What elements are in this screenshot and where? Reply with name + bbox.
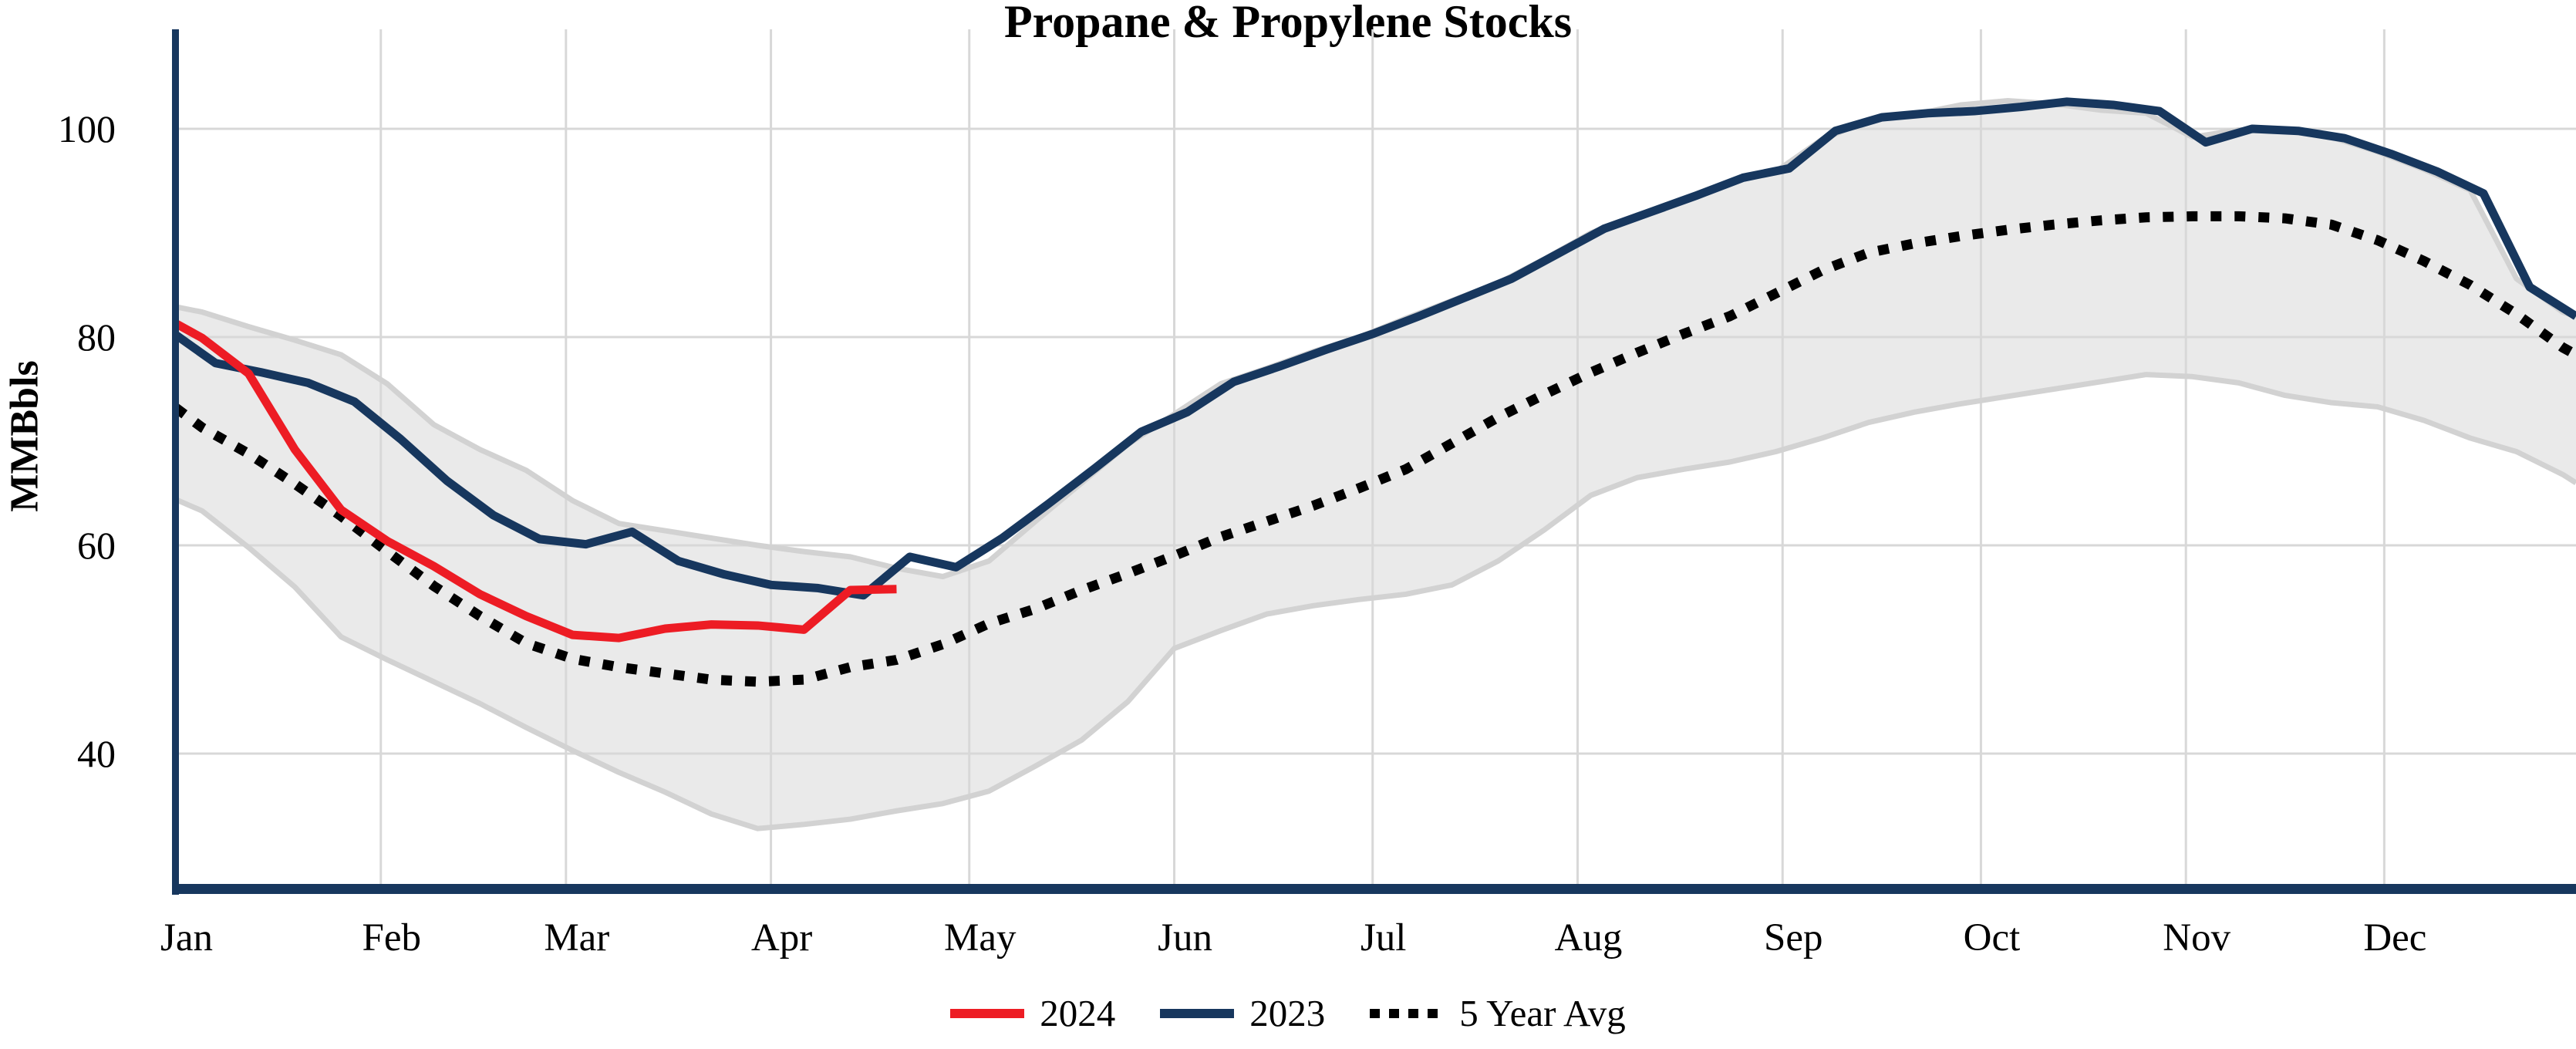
line-2024 [174, 319, 897, 643]
line-5yr-avg [173, 211, 2576, 687]
y-axis-spine [172, 29, 179, 895]
x-axis-spine [172, 884, 2576, 894]
x-tick-label-Oct: Oct [1964, 916, 2021, 960]
y-tick-label-40: 40 [77, 732, 116, 775]
chart-title: Propane & Propylene Stocks [1003, 0, 1573, 47]
x-tick-label-Dec: Dec [2363, 916, 2426, 960]
five-year-range-band [176, 100, 2576, 829]
x-tick-label-Jun: Jun [1158, 916, 1212, 960]
x-tick-label-Jan: Jan [160, 916, 213, 960]
band-lower-edge [174, 372, 2576, 831]
x-tick-label-May: May [944, 916, 1017, 960]
x-tick-label-Sep: Sep [1764, 916, 1823, 960]
legend-swatch-2024-red-line [950, 1008, 1025, 1018]
x-tick-label-Nov: Nov [2163, 916, 2230, 960]
x-tick-label-Jul: Jul [1360, 916, 1407, 960]
x-tick-label-Mar: Mar [544, 916, 609, 960]
legend-label-2024: 2024 [1040, 992, 1116, 1034]
y-tick-label-100: 100 [58, 107, 116, 150]
line-2023 [173, 97, 2576, 600]
chart-legend: 2024 2023 5 Year Avg [0, 991, 2576, 1035]
legend-swatch-5yr-avg-dashed-line [1370, 1008, 1445, 1018]
legend-item-2023: 2023 [1160, 991, 1325, 1035]
legend-label-5yr-avg: 5 Year Avg [1459, 992, 1626, 1034]
legend-label-2023: 2023 [1249, 992, 1326, 1034]
legend-swatch-2023-navy-line [1160, 1008, 1235, 1018]
y-tick-label-80: 80 [77, 315, 116, 359]
x-tick-label-Feb: Feb [362, 916, 422, 960]
legend-item-5yr-avg: 5 Year Avg [1370, 991, 1626, 1035]
x-tick-label-Aug: Aug [1555, 916, 1623, 960]
x-tick-label-Apr: Apr [751, 916, 812, 960]
legend-item-2024: 2024 [950, 991, 1115, 1035]
y-tick-label-60: 60 [77, 524, 116, 567]
